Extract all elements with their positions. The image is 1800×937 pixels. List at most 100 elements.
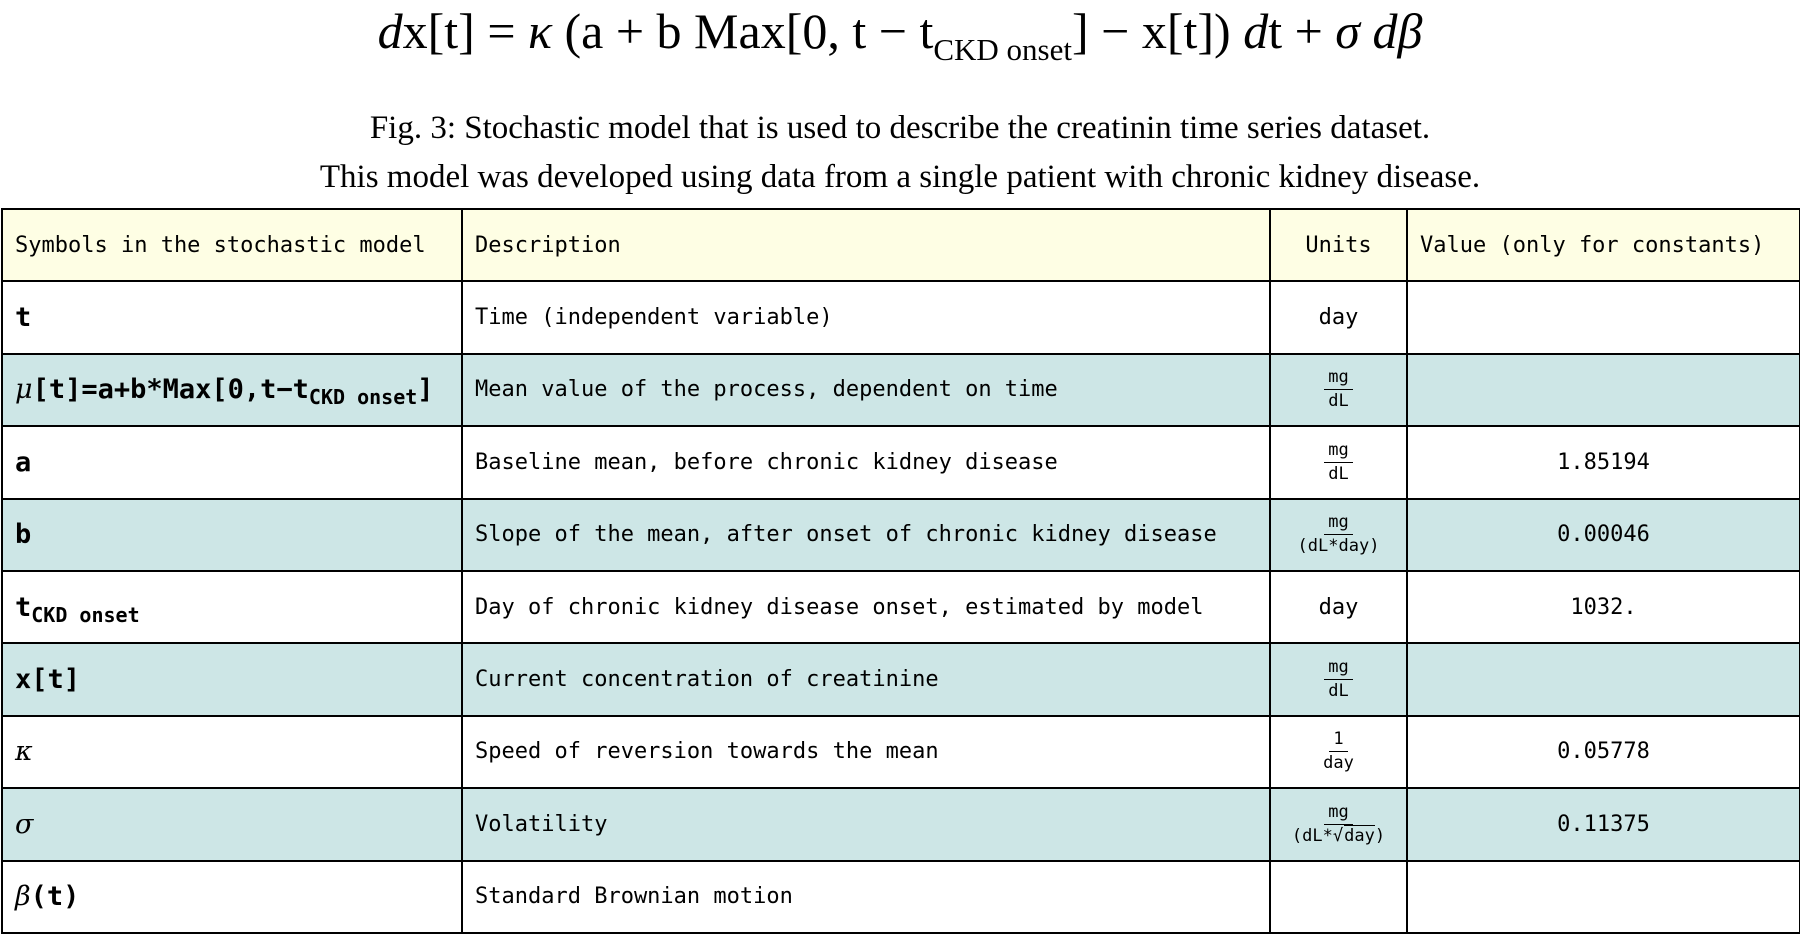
equation-space xyxy=(1360,3,1373,59)
unit-denominator-prefix: (dL* xyxy=(1291,825,1333,846)
model-equation: dx[t] = κ (a + b Max[0, t − tCKD onset] … xyxy=(0,2,1800,65)
description-cell: Speed of reversion towards the mean xyxy=(461,714,1271,790)
unit-numerator: mg xyxy=(1324,440,1353,463)
symbol-greek: μ xyxy=(15,374,33,406)
value-cell: 1032. xyxy=(1406,569,1800,645)
unit-fraction: mg (dL*day) xyxy=(1296,512,1382,557)
unit-denominator: dL xyxy=(1328,391,1349,412)
sqrt-icon: √ xyxy=(1332,825,1344,846)
unit-radicand: day xyxy=(1344,824,1375,846)
unit-numerator: mg xyxy=(1324,657,1353,681)
table-row: b Slope of the mean, after onset of chro… xyxy=(1,497,1800,572)
symbol-text: x[t] xyxy=(15,664,81,696)
unit-numerator: mg xyxy=(1324,367,1353,391)
unit-denominator: (dL*day) xyxy=(1297,536,1380,557)
table-row: μ[t]=a+b*Max[0,t−tCKD onset] Mean value … xyxy=(1,352,1800,428)
header-description: Description xyxy=(461,207,1271,283)
units-cell: mg dL xyxy=(1269,642,1408,717)
symbol-text: (t) xyxy=(30,881,80,913)
value-cell xyxy=(1406,859,1800,935)
symbol-cell: σ xyxy=(1,787,463,862)
units-cell: mg dL xyxy=(1269,352,1408,428)
unit-fraction: mg dL xyxy=(1324,440,1353,485)
value-cell: 0.00046 xyxy=(1406,497,1800,572)
symbol-text: t xyxy=(15,591,32,623)
table-row: a Baseline mean, before chronic kidney d… xyxy=(1,425,1800,500)
symbol-text: a xyxy=(15,446,32,478)
symbol-greek: κ xyxy=(15,736,33,768)
symbol-cell: x[t] xyxy=(1,642,463,717)
unit-denominator: (dL*√day) xyxy=(1290,824,1387,847)
description-cell: Slope of the mean, after onset of chroni… xyxy=(461,497,1271,572)
header-symbol: Symbols in the stochastic model xyxy=(1,207,463,283)
table-row: σ Volatility mg (dL*√day) 0.11375 xyxy=(1,787,1800,862)
value-cell: 1.85194 xyxy=(1406,425,1800,500)
symbol-greek: σ xyxy=(15,808,34,840)
description-cell: Standard Brownian motion xyxy=(461,859,1271,935)
units-cell: day xyxy=(1269,280,1408,355)
symbol-cell: μ[t]=a+b*Max[0,t−tCKD onset] xyxy=(1,352,463,428)
description-cell: Day of chronic kidney disease onset, est… xyxy=(461,569,1271,645)
unit-numerator: mg xyxy=(1324,802,1353,825)
value-cell xyxy=(1406,352,1800,428)
units-cell: mg (dL*√day) xyxy=(1269,787,1408,862)
header-units: Units xyxy=(1269,207,1408,283)
equation-kappa: κ xyxy=(528,3,553,59)
equation-dt: t + xyxy=(1268,3,1336,59)
symbol-cell: b xyxy=(1,497,463,572)
unit-fraction: mg dL xyxy=(1324,367,1353,412)
equation-beta: β xyxy=(1397,3,1423,59)
table-row: x[t] Current concentration of creatinine… xyxy=(1,642,1800,717)
symbol-cell: tCKD onset xyxy=(1,569,463,645)
units-cell: day xyxy=(1269,569,1408,645)
units-cell: mg dL xyxy=(1269,425,1408,500)
symbol-subscript: CKD onset xyxy=(31,602,140,627)
figure-caption: Fig. 3: Stochastic model that is used to… xyxy=(0,104,1800,202)
symbol-cell: a xyxy=(1,425,463,500)
symbol-cell: β(t) xyxy=(1,859,463,935)
equation-d: d xyxy=(377,3,403,59)
description-cell: Mean value of the process, dependent on … xyxy=(461,352,1271,428)
caption-line-1: Fig. 3: Stochastic model that is used to… xyxy=(369,110,1431,146)
equation-sigma: σ xyxy=(1335,3,1360,59)
unit-fraction: 1 day xyxy=(1321,729,1356,774)
symbol-subscript: CKD onset xyxy=(308,385,418,410)
unit-numerator: mg xyxy=(1324,512,1353,536)
symbol-text: b xyxy=(15,519,32,551)
value-cell: 0.11375 xyxy=(1406,787,1800,862)
description-cell: Baseline mean, before chronic kidney dis… xyxy=(461,425,1271,500)
unit-fraction: mg dL xyxy=(1324,657,1353,702)
equation-d: d xyxy=(1372,3,1398,59)
symbol-text-end: ] xyxy=(417,374,434,406)
symbol-text: t xyxy=(15,302,32,334)
unit-denominator: dL xyxy=(1328,463,1349,484)
table-row: β(t) Standard Brownian motion xyxy=(1,859,1800,935)
unit-fraction: mg (dL*√day) xyxy=(1290,802,1387,847)
table-row: t Time (independent variable) day xyxy=(1,280,1800,355)
units-cell xyxy=(1269,859,1408,935)
symbol-greek: β xyxy=(15,881,31,913)
table-header-row: Symbols in the stochastic model Descript… xyxy=(1,207,1800,283)
equation-drift: (a + b Max[0, t − t xyxy=(552,3,934,59)
equation-lhs: x[t] = xyxy=(402,3,529,59)
unit-denominator: dL xyxy=(1328,681,1349,702)
header-value: Value (only for constants) xyxy=(1406,207,1800,283)
unit-denominator-suffix: ) xyxy=(1374,825,1386,846)
equation-drift-end: ] − x[t]) xyxy=(1071,3,1244,59)
value-cell: 0.05778 xyxy=(1406,714,1800,790)
symbol-text: [t]=a+b*Max[0,t−t xyxy=(32,374,309,406)
units-cell: mg (dL*day) xyxy=(1269,497,1408,572)
symbol-cell: t xyxy=(1,280,463,355)
unit-numerator: 1 xyxy=(1329,729,1348,753)
table-row: tCKD onset Day of chronic kidney disease… xyxy=(1,569,1800,645)
description-cell: Time (independent variable) xyxy=(461,280,1271,355)
equation-d: d xyxy=(1243,3,1269,59)
caption-line-2: This model was developed using data from… xyxy=(319,159,1481,195)
symbol-cell: κ xyxy=(1,714,463,790)
description-cell: Volatility xyxy=(461,787,1271,862)
equation-subscript: CKD onset xyxy=(933,32,1072,67)
value-cell xyxy=(1406,280,1800,355)
symbols-table: Symbols in the stochastic model Descript… xyxy=(1,207,1800,935)
value-cell xyxy=(1406,642,1800,717)
